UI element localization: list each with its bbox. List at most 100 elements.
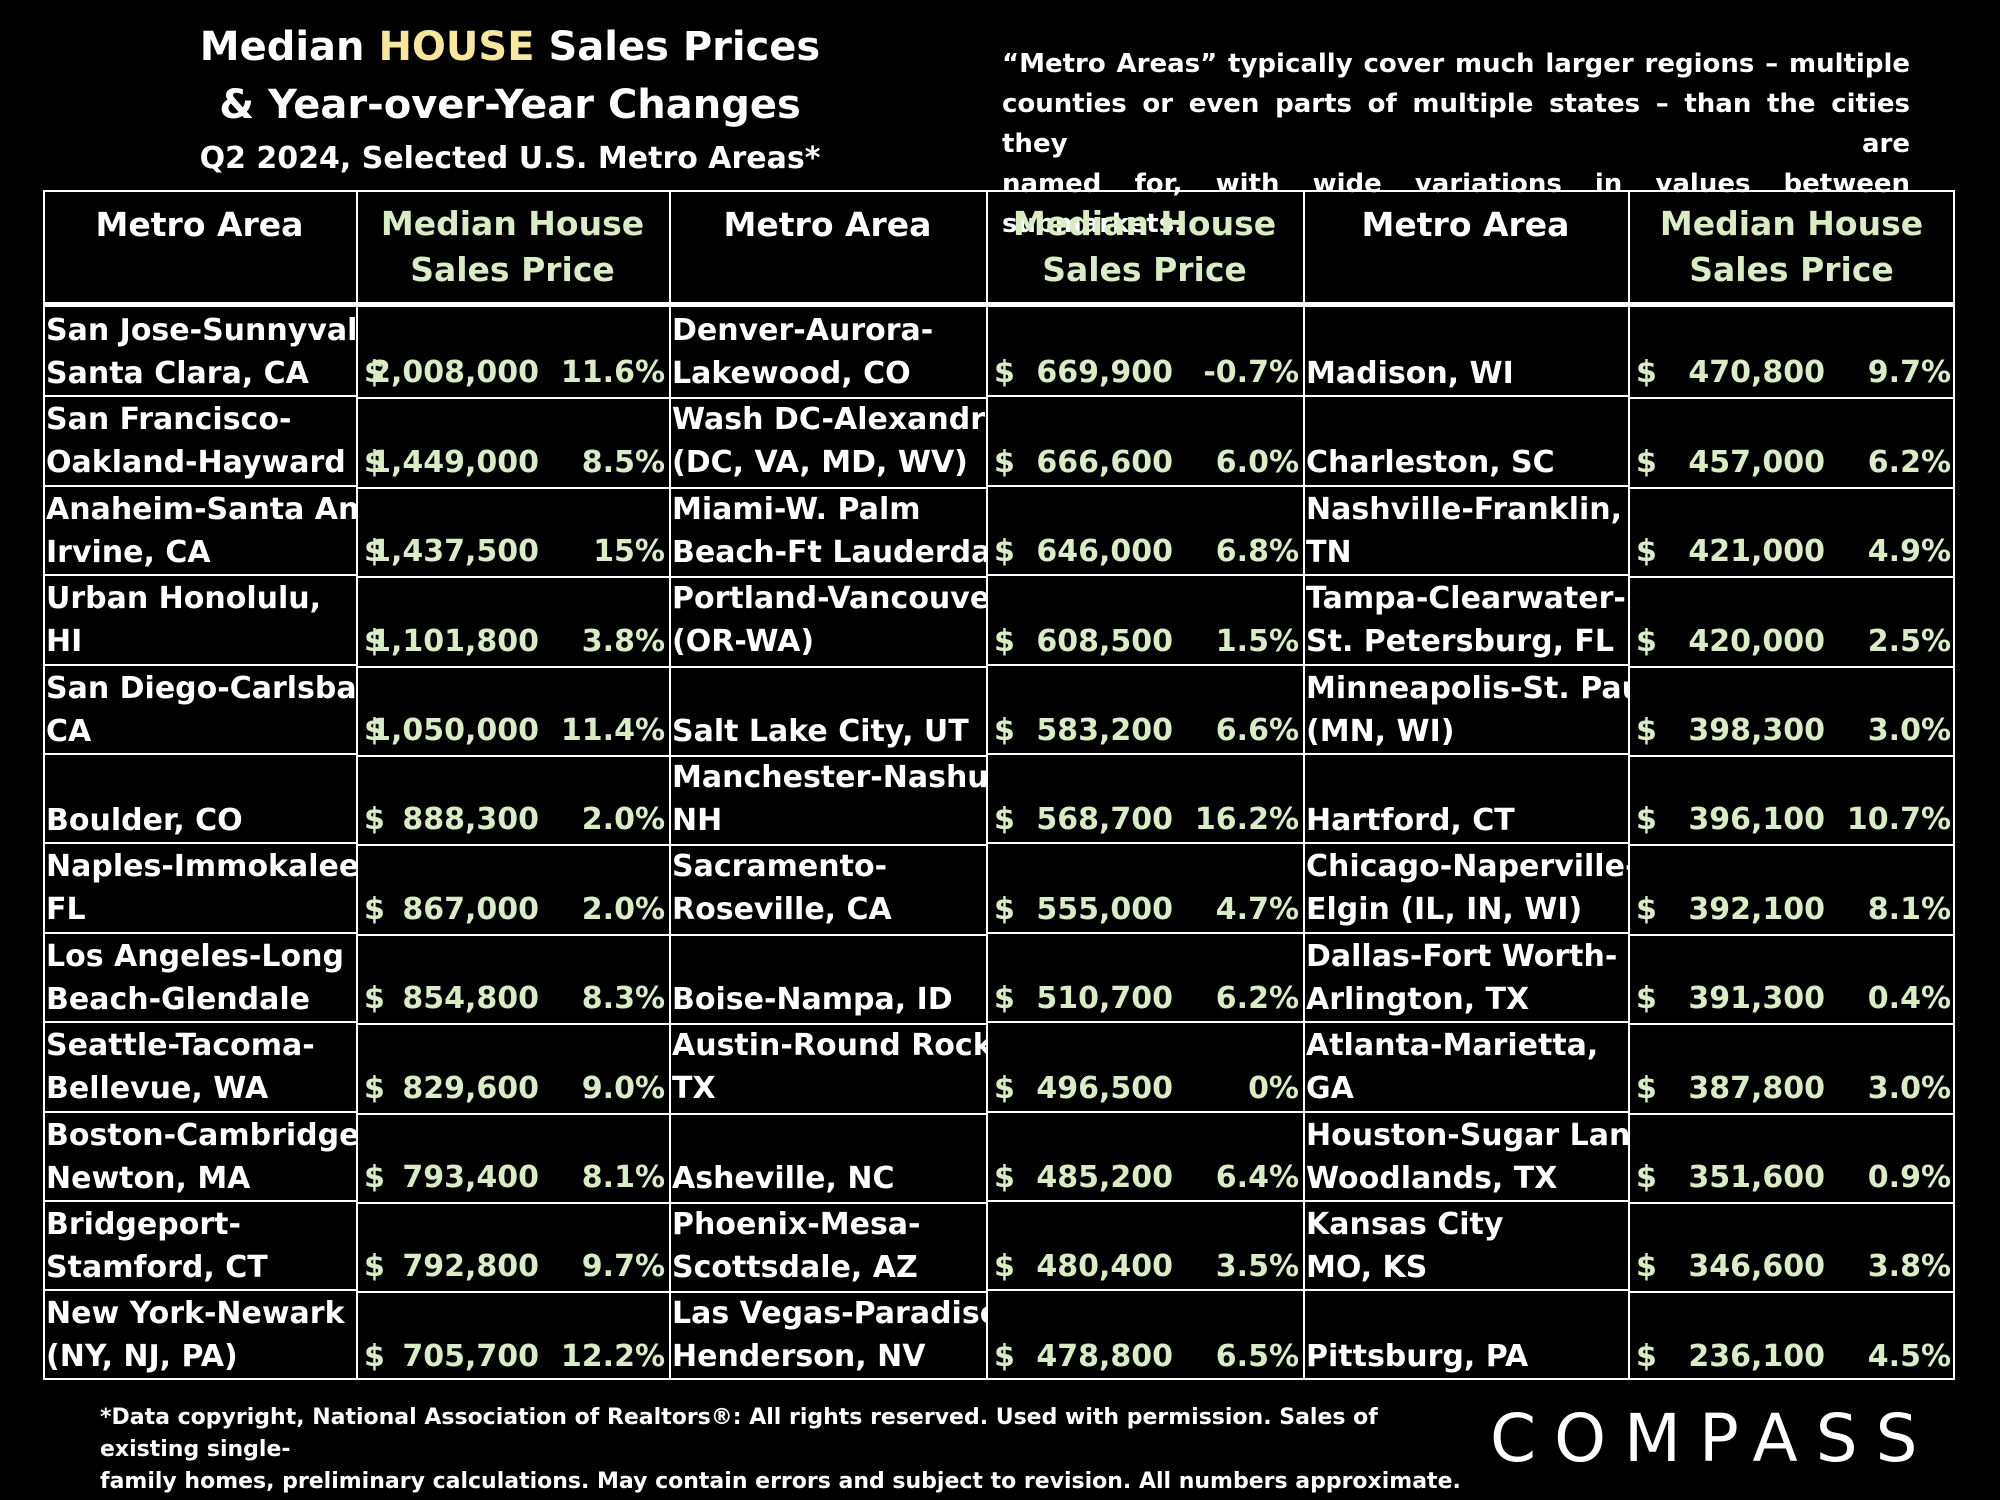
yoy-change: 0%	[1248, 1070, 1299, 1106]
currency-symbol: $	[1636, 444, 1657, 480]
header-median-price: Median House Sales Price	[986, 190, 1303, 303]
metro-name: Salt Lake City, UT	[669, 667, 986, 754]
metro-name: Manchester-Nashua, NH	[669, 756, 986, 843]
metro-name: San Diego-Carlsbad, CA	[43, 667, 356, 754]
price-cell: $555,000 4.7%	[986, 845, 1303, 930]
metro-name-line: Roseville, CA	[672, 892, 892, 928]
price-cell: $346,600 3.8%	[1628, 1203, 1955, 1288]
yoy-change: 11.6%	[560, 355, 665, 391]
price-cell: $351,600 0.9%	[1628, 1114, 1955, 1199]
row-separator	[356, 933, 669, 936]
median-price: 236,100	[1688, 1338, 1825, 1374]
row-separator	[356, 665, 669, 668]
row-separator	[669, 1112, 986, 1115]
metro-name-line: Boston-Cambridge-	[46, 1117, 356, 1153]
metro-name: Seattle-Tacoma- Bellevue, WA	[43, 1024, 356, 1111]
yoy-change: 4.9%	[1867, 534, 1951, 570]
yoy-change: 9.7%	[581, 1249, 665, 1285]
median-price: 391,300	[1688, 981, 1825, 1017]
metro-name-line: (OR-WA)	[672, 624, 815, 660]
table-vline	[986, 190, 988, 1380]
median-price: 420,000	[1688, 623, 1825, 659]
row-separator	[1303, 574, 1628, 577]
row-separator	[356, 1202, 669, 1204]
row-separator	[356, 576, 669, 579]
price-cell: $666,600 6.0%	[986, 398, 1303, 483]
note-line: named for, with wide variations in value…	[1002, 169, 1910, 239]
header-metro-area: Metro Area	[95, 205, 304, 244]
price-cell: $608,500 1.5%	[986, 577, 1303, 662]
median-price: 387,800	[1688, 1070, 1825, 1106]
metro-name-line	[672, 667, 986, 710]
prices-table: Metro Area Median House Sales Price San Jos…	[43, 190, 1955, 1380]
yoy-change: 1.5%	[1215, 623, 1299, 659]
yoy-change: 0.4%	[1867, 981, 1951, 1017]
metro-name-line: Elgin (IL, IN, WI)	[1306, 892, 1583, 928]
table-vline	[1628, 190, 1630, 1380]
median-price: 457,000	[1688, 444, 1825, 480]
header-line: Sales Price	[410, 249, 615, 289]
metro-name: Nashville-Franklin, TN	[1303, 488, 1628, 575]
row-separator	[43, 1289, 356, 1292]
currency-symbol: $	[994, 1338, 1015, 1374]
metro-name: Madison, WI	[1303, 309, 1628, 396]
metro-name: Denver-Aurora- Lakewood, CO	[669, 309, 986, 396]
metro-name: San Francisco- Oakland-Hayward	[43, 398, 356, 485]
row-separator	[356, 844, 669, 847]
row-separator	[986, 753, 1303, 755]
metro-name-line: Houston-Sugar Land-	[1306, 1117, 1628, 1153]
row-separator	[1628, 844, 1955, 847]
row-separator	[356, 755, 669, 757]
metro-name-line: Portland-Vancouver	[672, 581, 986, 617]
row-separator	[669, 1023, 986, 1026]
footnote-line: family homes, preliminary calculations. …	[100, 1469, 1461, 1494]
price-cell: $568,700 16.2%	[986, 756, 1303, 841]
currency-symbol: $	[1636, 712, 1657, 748]
median-price: 829,600	[402, 1070, 539, 1106]
price-cell: $1,449,000 8.5%	[356, 398, 669, 483]
yoy-change: 4.7%	[1215, 891, 1299, 927]
metro-name-line: HI	[46, 624, 83, 660]
median-price: 478,800	[1036, 1338, 1173, 1374]
yoy-change: 16.2%	[1194, 802, 1299, 838]
metro-name: Hartford, CT	[1303, 756, 1628, 843]
row-separator	[986, 1021, 1303, 1024]
median-price: 496,500	[1036, 1070, 1173, 1106]
yoy-change: 2.0%	[581, 802, 665, 838]
metro-name-line: St. Petersburg, FL	[1306, 624, 1615, 660]
metro-name-line	[672, 935, 986, 978]
metro-name: Boston-Cambridge- Newton, MA	[43, 1114, 356, 1201]
row-separator	[1303, 1021, 1628, 1024]
metro-name-line: San Jose-Sunnyvale-	[46, 313, 356, 348]
row-separator	[43, 1110, 356, 1113]
yoy-change: 12.2%	[560, 1338, 665, 1374]
row-separator	[1628, 755, 1955, 757]
metro-name-line: Bridgeport-	[46, 1207, 241, 1242]
yoy-change: 11.4%	[560, 712, 665, 748]
header-rule	[669, 302, 1303, 307]
row-separator	[669, 933, 986, 936]
metro-name-line: (MN, WI)	[1306, 713, 1455, 749]
metro-name-line: Henderson, NV	[672, 1339, 926, 1375]
metro-name: Urban Honolulu, HI	[43, 577, 356, 664]
metro-name-line: TX	[672, 1071, 716, 1107]
metro-name-line: Tampa-Clearwater-	[1306, 581, 1626, 617]
metro-name-line: Nashville-Franklin,	[1306, 491, 1623, 527]
row-separator	[43, 931, 356, 934]
metro-name-line: TN	[1306, 534, 1352, 570]
currency-symbol: $	[994, 891, 1015, 927]
yoy-change: 8.1%	[581, 1159, 665, 1195]
yoy-change: 2.5%	[1867, 623, 1951, 659]
header-metro-area: Metro Area	[1361, 205, 1570, 244]
row-separator	[43, 663, 356, 666]
row-separator	[43, 1200, 356, 1202]
metro-name-line: MO, KS	[1306, 1250, 1428, 1285]
yoy-change: 6.0%	[1215, 444, 1299, 480]
yoy-change: 4.5%	[1867, 1338, 1951, 1374]
row-separator	[986, 574, 1303, 577]
metro-name-line: Scottsdale, AZ	[672, 1250, 918, 1285]
row-separator	[1303, 395, 1628, 398]
metro-name-line	[1306, 398, 1628, 441]
metro-name: New York-Newark (NY, NJ, PA)	[43, 1292, 356, 1379]
row-separator	[1628, 933, 1955, 936]
